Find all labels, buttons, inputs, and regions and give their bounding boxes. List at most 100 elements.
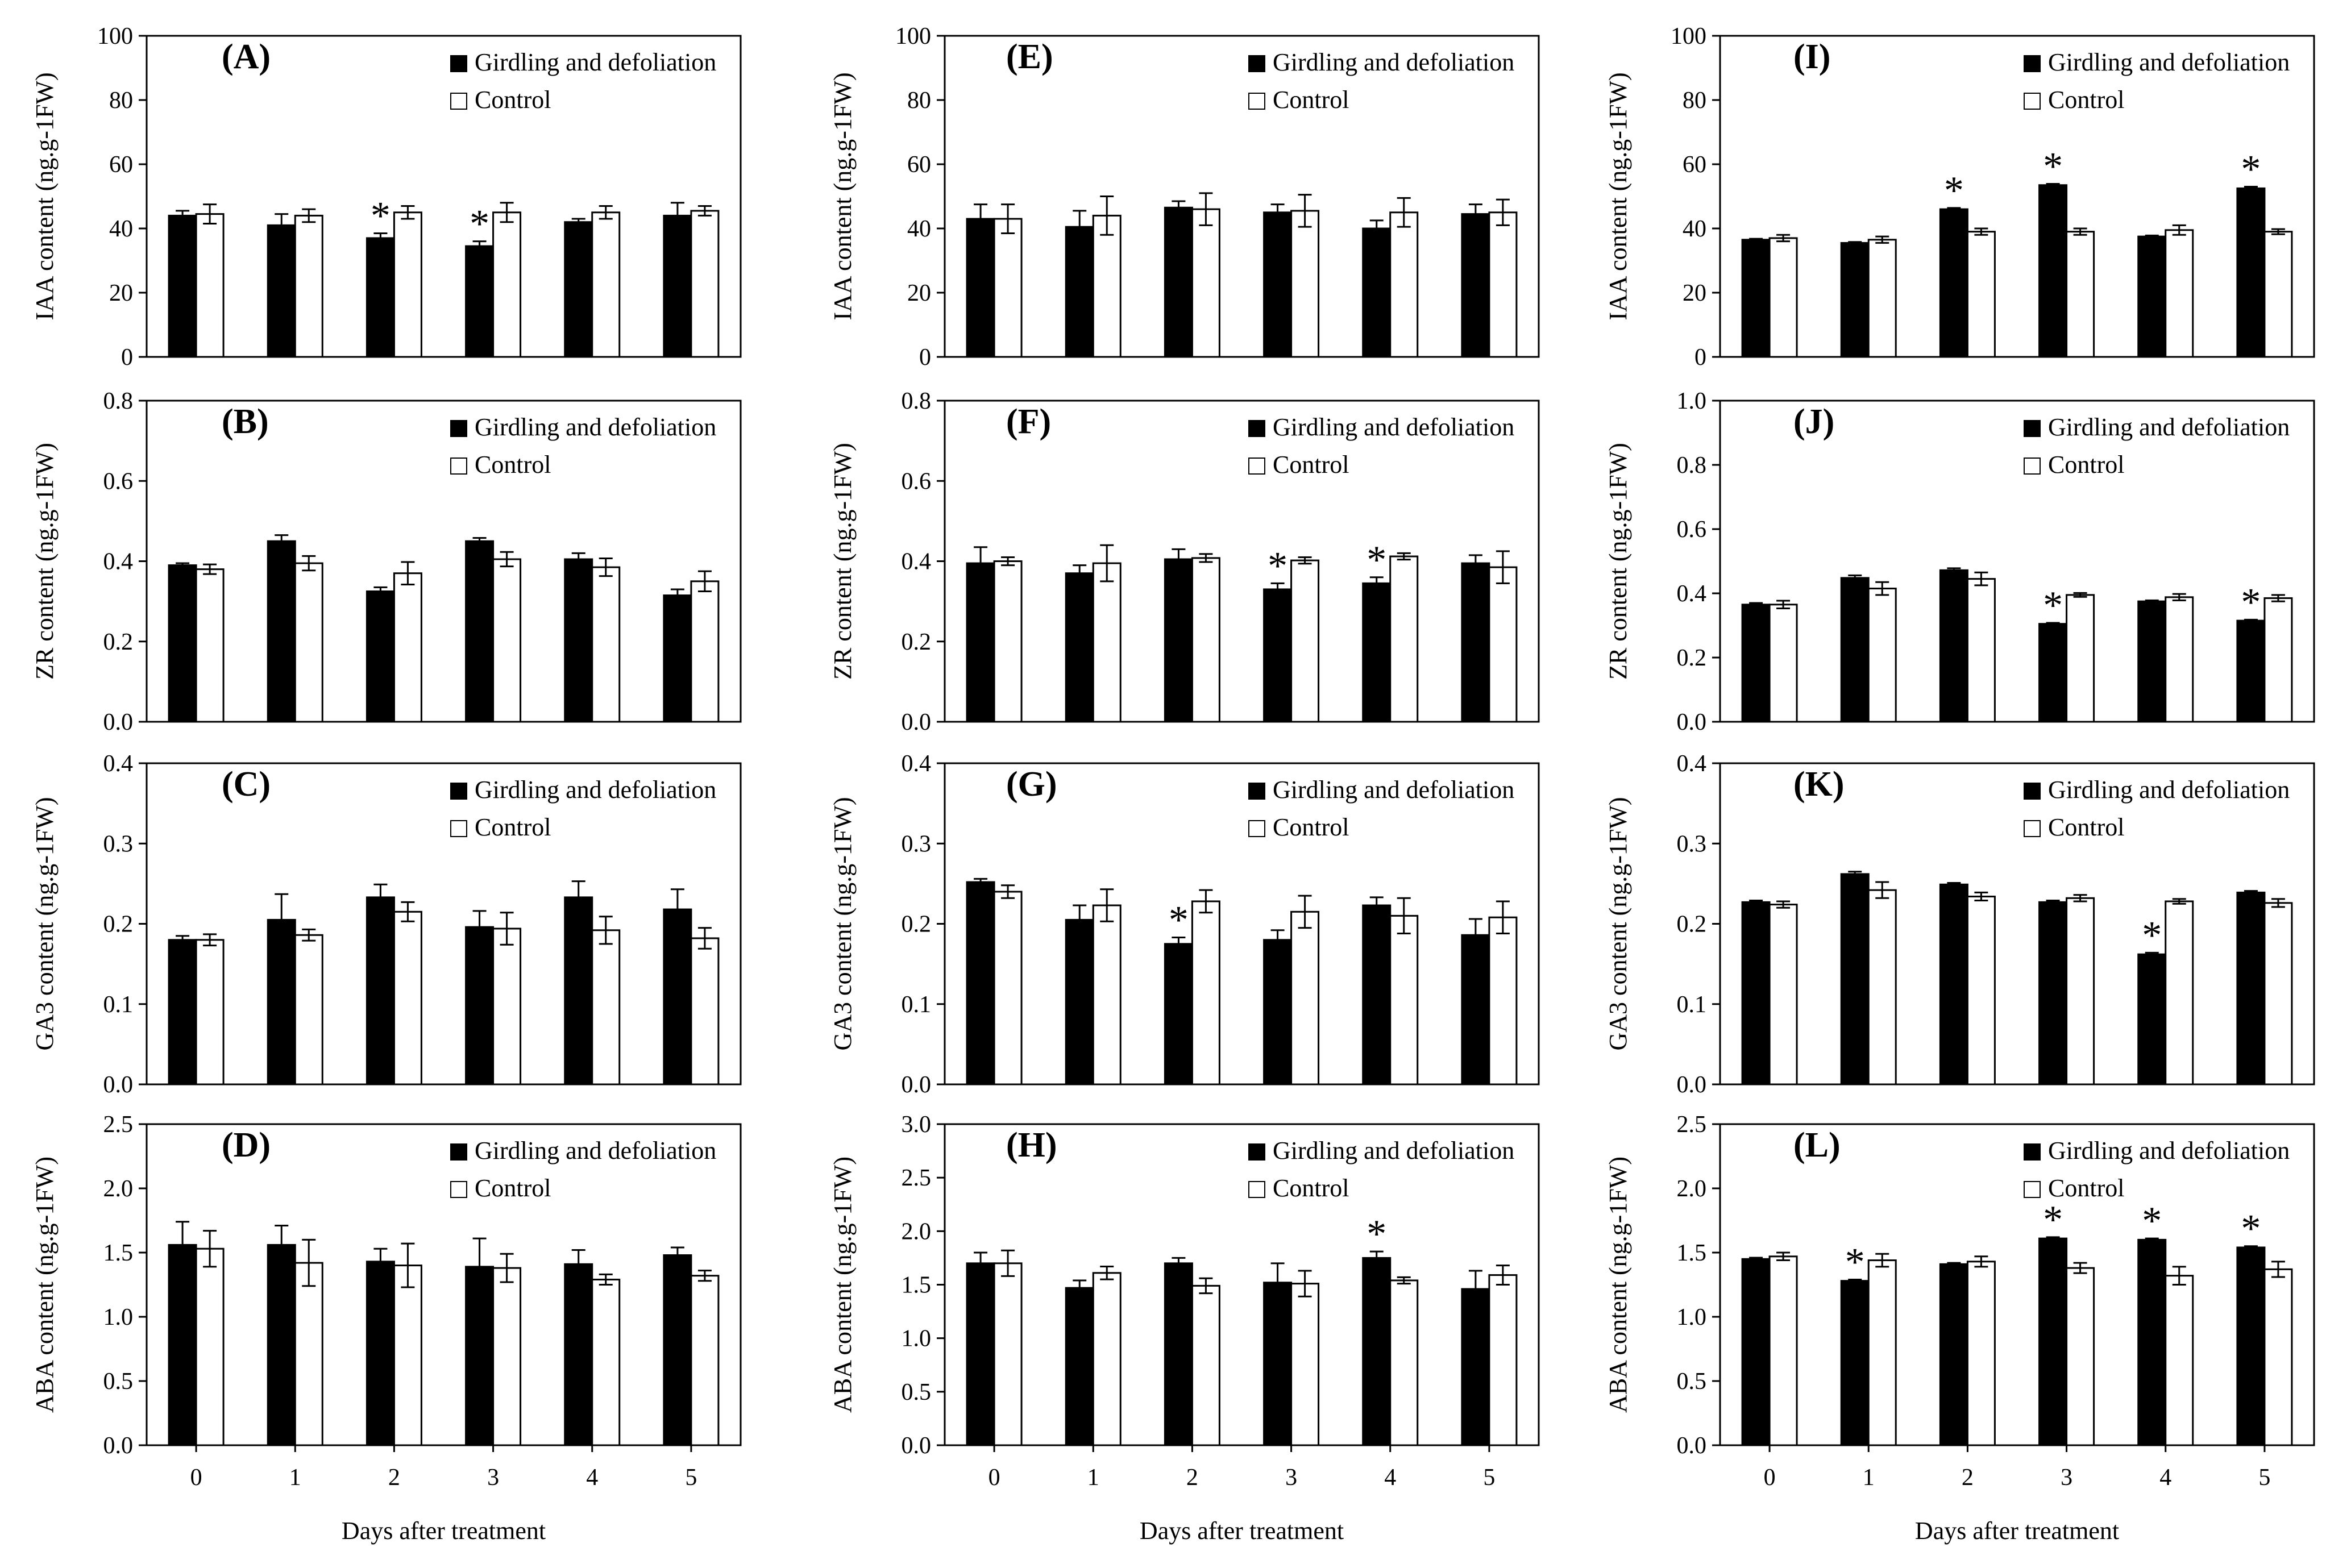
- x-tick-label: 3: [1285, 1465, 1297, 1491]
- bar-girdling: [1461, 1288, 1490, 1446]
- panel-label: (D): [222, 1126, 271, 1164]
- y-tick-label: 0.0: [902, 1072, 932, 1098]
- bar-girdling: [365, 590, 395, 723]
- legend-swatch-control: [2024, 93, 2041, 110]
- bar-control: [195, 568, 225, 723]
- bar-control: [1290, 910, 1320, 1085]
- bar-control: [2066, 231, 2095, 358]
- bar-control: [1290, 1283, 1320, 1446]
- bar-control: [2165, 229, 2194, 358]
- x-axis-title: Days after treatment: [342, 1517, 546, 1545]
- y-axis-title: ZR content (ng.g-1FW): [1604, 443, 1632, 680]
- y-tick-label: 0.5: [103, 1369, 134, 1395]
- panel-label: (L): [1793, 1126, 1841, 1164]
- bar-control: [1191, 208, 1220, 358]
- y-tick-label: 1.0: [1677, 1304, 1707, 1330]
- y-axis-title: GA3 content (ng.g-1FW): [31, 797, 59, 1050]
- y-tick-label: 0.8: [1677, 452, 1707, 479]
- bar-control: [1867, 889, 1897, 1085]
- panel-label: (C): [222, 765, 271, 804]
- bar-girdling: [966, 1262, 995, 1446]
- y-tick-label: 0.4: [902, 751, 932, 777]
- bar-control: [195, 1247, 225, 1446]
- bar-girdling: [1263, 1282, 1293, 1446]
- legend-swatch-girdling: [450, 55, 467, 72]
- legend-girdling-label: Girdling and defoliation: [2048, 776, 2290, 804]
- bar-girdling: [1362, 1257, 1392, 1446]
- bar-control: [2263, 902, 2293, 1085]
- y-tick-label: 2.5: [1677, 1112, 1707, 1138]
- bar-control: [591, 211, 621, 358]
- significance-star: *: [2241, 1207, 2261, 1251]
- plot-frame: [944, 35, 1540, 358]
- x-tick-label: 1: [1087, 1465, 1099, 1491]
- y-tick-label: 0.0: [1677, 709, 1707, 735]
- y-tick-label: 0.3: [103, 831, 134, 857]
- bar-girdling: [1741, 239, 1771, 358]
- bar-control: [1966, 231, 1996, 358]
- y-tick-label: 1.5: [1677, 1240, 1707, 1266]
- y-tick-label: 0.3: [1677, 831, 1707, 857]
- y-tick-label: 2.0: [902, 1218, 932, 1245]
- y-tick-label: 0.0: [902, 709, 932, 735]
- bar-control: [993, 218, 1023, 358]
- panel-label: (I): [1793, 38, 1830, 76]
- legend-girdling-label: Girdling and defoliation: [475, 776, 716, 804]
- bar-control: [1290, 210, 1320, 358]
- y-axis-title: GA3 content (ng.g-1FW): [829, 797, 857, 1050]
- y-tick-label: 3.0: [902, 1112, 932, 1138]
- bar-girdling: [2236, 891, 2266, 1085]
- x-tick-label: 5: [1483, 1465, 1495, 1491]
- plot-frame: [146, 400, 742, 723]
- legend-girdling-label: Girdling and defoliation: [1273, 48, 1514, 76]
- bar-girdling: [465, 245, 495, 358]
- bar-girdling: [1065, 1287, 1094, 1446]
- y-tick-label: 1.5: [103, 1240, 134, 1266]
- legend-girdling-label: Girdling and defoliation: [2048, 48, 2290, 76]
- legend-swatch-girdling: [1248, 1143, 1265, 1161]
- legend-swatch-control: [2024, 820, 2041, 837]
- y-tick-label: 20: [109, 280, 133, 306]
- legend-girdling-label: Girdling and defoliation: [475, 413, 716, 441]
- x-tick-label: 0: [988, 1465, 1000, 1491]
- significance-star: *: [2043, 584, 2063, 627]
- bar-control: [1092, 904, 1122, 1085]
- x-tick-label: 2: [1186, 1465, 1198, 1491]
- legend-swatch-control: [1248, 820, 1265, 837]
- bar-girdling: [1939, 1263, 1968, 1446]
- bar-girdling: [966, 881, 995, 1085]
- bar-girdling: [365, 1261, 395, 1446]
- y-tick-label: 1.0: [1677, 388, 1707, 414]
- x-tick-label: 5: [685, 1465, 697, 1491]
- bar-control: [1389, 211, 1419, 358]
- bar-girdling: [168, 214, 197, 358]
- bar-girdling: [1840, 242, 1870, 358]
- bar-control: [993, 560, 1023, 723]
- plot-frame: [1719, 35, 2315, 358]
- legend-swatch-control: [1248, 93, 1265, 110]
- legend-swatch-girdling: [2024, 55, 2041, 72]
- significance-star: *: [1845, 1240, 1865, 1284]
- bar-girdling: [1939, 883, 1968, 1085]
- y-axis-title: ZR content (ng.g-1FW): [31, 443, 59, 680]
- bar-girdling: [267, 224, 296, 358]
- bar-girdling: [1939, 569, 1968, 723]
- y-tick-label: 0.4: [1677, 581, 1707, 607]
- y-tick-label: 0.2: [1677, 912, 1707, 938]
- legend-swatch-girdling: [450, 1143, 467, 1161]
- y-axis-title: IAA content (ng.g-1FW): [31, 72, 59, 320]
- y-tick-label: 2.0: [103, 1176, 134, 1202]
- y-tick-label: 0.2: [902, 629, 932, 655]
- bar-control: [1092, 562, 1122, 723]
- y-tick-label: 0.1: [902, 992, 932, 1018]
- legend-swatch-control: [2024, 1181, 2041, 1198]
- panel-label: (H): [1006, 1126, 1057, 1164]
- bar-control: [2165, 596, 2194, 723]
- bar-control: [591, 1278, 621, 1446]
- bar-control: [1768, 237, 1798, 358]
- plot-frame: [944, 762, 1540, 1085]
- bar-girdling: [2236, 1246, 2266, 1446]
- bar-girdling: [2137, 1238, 2167, 1446]
- bar-control: [2066, 594, 2095, 723]
- y-axis-title: GA3 content (ng.g-1FW): [1604, 797, 1632, 1050]
